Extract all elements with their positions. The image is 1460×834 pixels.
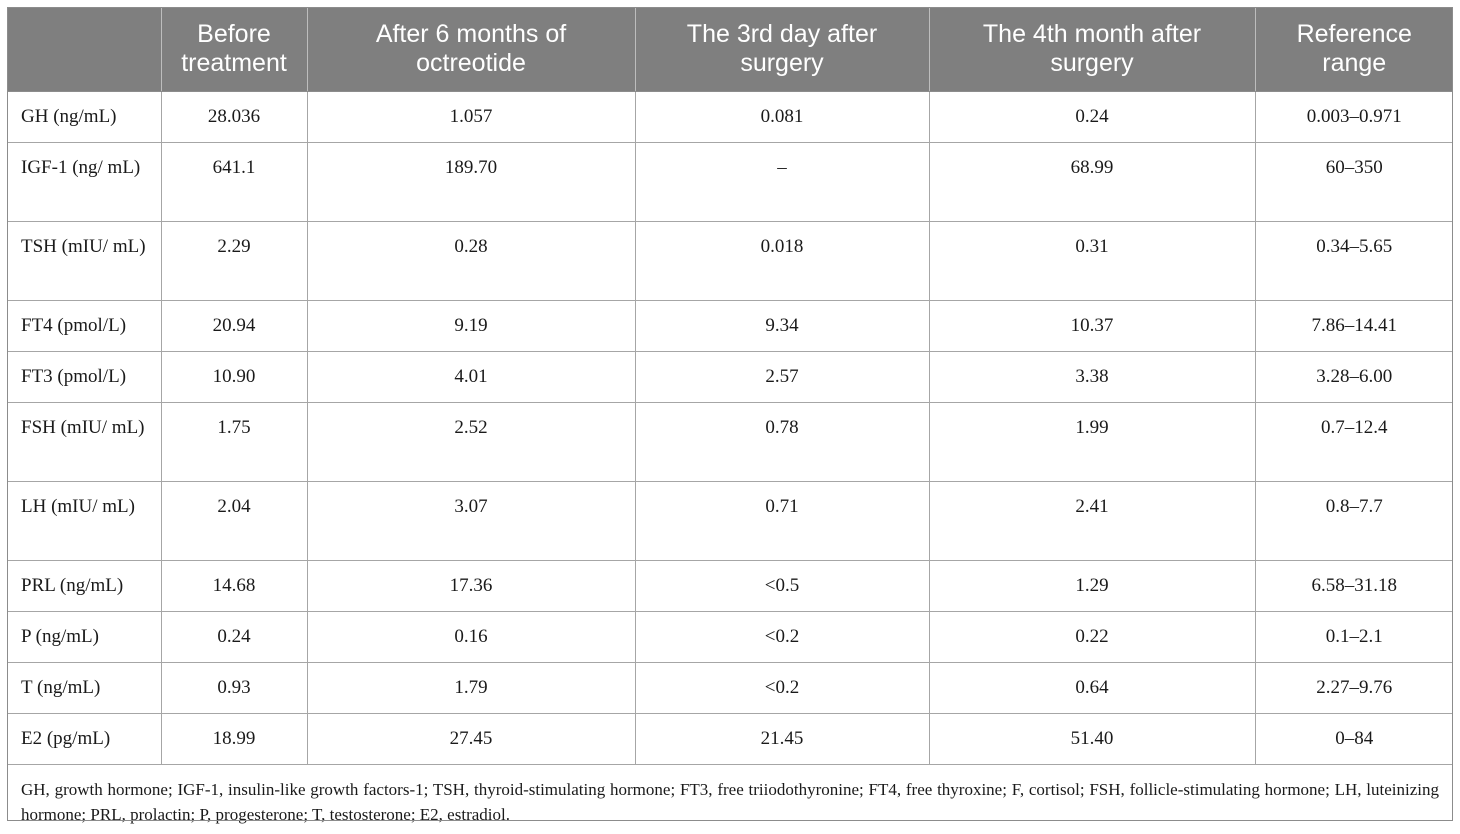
header-cell-3rd-day-after-surgery: The 3rd day after surgery bbox=[635, 7, 929, 92]
header-cell-reference-range: Reference range bbox=[1255, 7, 1453, 92]
table-cell: 1.057 bbox=[307, 92, 635, 143]
table-cell: 27.45 bbox=[307, 714, 635, 765]
table-row: FT3 (pmol/L) 10.90 4.01 2.57 3.38 3.28–6… bbox=[7, 352, 1453, 403]
table-cell: 0.24 bbox=[161, 612, 307, 663]
table-cell: 0.8–7.7 bbox=[1255, 482, 1453, 561]
table-cell: 189.70 bbox=[307, 143, 635, 222]
footnote-row: GH, growth hormone; IGF-1, insulin-like … bbox=[7, 765, 1453, 834]
table-cell: 51.40 bbox=[929, 714, 1255, 765]
row-label: E2 (pg/mL) bbox=[7, 714, 161, 765]
table-cell: 1.79 bbox=[307, 663, 635, 714]
row-label: P (ng/mL) bbox=[7, 612, 161, 663]
table-cell: 20.94 bbox=[161, 301, 307, 352]
table-cell: 0.24 bbox=[929, 92, 1255, 143]
header-row: Before treatment After 6 months of octre… bbox=[7, 7, 1453, 92]
table-cell: 9.19 bbox=[307, 301, 635, 352]
table-cell: – bbox=[635, 143, 929, 222]
table-cell: 0–84 bbox=[1255, 714, 1453, 765]
table-cell: 3.28–6.00 bbox=[1255, 352, 1453, 403]
table-cell: 10.37 bbox=[929, 301, 1255, 352]
table-cell: 0.34–5.65 bbox=[1255, 222, 1453, 301]
table-cell: 0.018 bbox=[635, 222, 929, 301]
table-row: FT4 (pmol/L) 20.94 9.19 9.34 10.37 7.86–… bbox=[7, 301, 1453, 352]
row-label: LH (mIU/ mL) bbox=[7, 482, 161, 561]
table-cell: 68.99 bbox=[929, 143, 1255, 222]
table-cell: 3.07 bbox=[307, 482, 635, 561]
header-cell-after-octreotide: After 6 months of octreotide bbox=[307, 7, 635, 92]
header-cell-corner bbox=[7, 7, 161, 92]
table-cell: 1.29 bbox=[929, 561, 1255, 612]
row-label: TSH (mIU/ mL) bbox=[7, 222, 161, 301]
table-cell: 2.57 bbox=[635, 352, 929, 403]
table-cell: 0.93 bbox=[161, 663, 307, 714]
row-label: FT4 (pmol/L) bbox=[7, 301, 161, 352]
table-cell: 0.31 bbox=[929, 222, 1255, 301]
table-cell: 0.7–12.4 bbox=[1255, 403, 1453, 482]
table-cell: 0.081 bbox=[635, 92, 929, 143]
table-cell: 2.41 bbox=[929, 482, 1255, 561]
table-cell: 0.78 bbox=[635, 403, 929, 482]
table-cell: 0.28 bbox=[307, 222, 635, 301]
table-cell: 2.29 bbox=[161, 222, 307, 301]
table-row: TSH (mIU/ mL) 2.29 0.28 0.018 0.31 0.34–… bbox=[7, 222, 1453, 301]
table-cell: 7.86–14.41 bbox=[1255, 301, 1453, 352]
table-cell: 17.36 bbox=[307, 561, 635, 612]
table-cell: 3.38 bbox=[929, 352, 1255, 403]
table-cell: 9.34 bbox=[635, 301, 929, 352]
table-cell: 60–350 bbox=[1255, 143, 1453, 222]
row-label: PRL (ng/mL) bbox=[7, 561, 161, 612]
header-cell-4th-month-after-surgery: The 4th month after surgery bbox=[929, 7, 1255, 92]
row-label: T (ng/mL) bbox=[7, 663, 161, 714]
table-cell: 14.68 bbox=[161, 561, 307, 612]
header-cell-before-treatment: Before treatment bbox=[161, 7, 307, 92]
table-cell: 6.58–31.18 bbox=[1255, 561, 1453, 612]
table-cell: 2.52 bbox=[307, 403, 635, 482]
table-body: GH (ng/mL) 28.036 1.057 0.081 0.24 0.003… bbox=[7, 92, 1453, 765]
table-cell: 0.16 bbox=[307, 612, 635, 663]
table-row: E2 (pg/mL) 18.99 27.45 21.45 51.40 0–84 bbox=[7, 714, 1453, 765]
row-label: FSH (mIU/ mL) bbox=[7, 403, 161, 482]
hormone-levels-table: Before treatment After 6 months of octre… bbox=[7, 7, 1453, 834]
table-cell: 2.04 bbox=[161, 482, 307, 561]
table-footer: GH, growth hormone; IGF-1, insulin-like … bbox=[7, 765, 1453, 834]
table-cell: 641.1 bbox=[161, 143, 307, 222]
table-cell: <0.2 bbox=[635, 663, 929, 714]
table-cell: 1.75 bbox=[161, 403, 307, 482]
table-row: PRL (ng/mL) 14.68 17.36 <0.5 1.29 6.58–3… bbox=[7, 561, 1453, 612]
table-cell: 2.27–9.76 bbox=[1255, 663, 1453, 714]
table-header: Before treatment After 6 months of octre… bbox=[7, 7, 1453, 92]
table-cell: 10.90 bbox=[161, 352, 307, 403]
row-label: GH (ng/mL) bbox=[7, 92, 161, 143]
table-cell: <0.5 bbox=[635, 561, 929, 612]
table-footnote: GH, growth hormone; IGF-1, insulin-like … bbox=[7, 765, 1453, 834]
table-row: T (ng/mL) 0.93 1.79 <0.2 0.64 2.27–9.76 bbox=[7, 663, 1453, 714]
table-cell: 28.036 bbox=[161, 92, 307, 143]
table-row: GH (ng/mL) 28.036 1.057 0.081 0.24 0.003… bbox=[7, 92, 1453, 143]
table-row: LH (mIU/ mL) 2.04 3.07 0.71 2.41 0.8–7.7 bbox=[7, 482, 1453, 561]
table-row: FSH (mIU/ mL) 1.75 2.52 0.78 1.99 0.7–12… bbox=[7, 403, 1453, 482]
hormone-table-container: Before treatment After 6 months of octre… bbox=[7, 7, 1453, 834]
row-label: IGF-1 (ng/ mL) bbox=[7, 143, 161, 222]
table-cell: 4.01 bbox=[307, 352, 635, 403]
table-row: P (ng/mL) 0.24 0.16 <0.2 0.22 0.1–2.1 bbox=[7, 612, 1453, 663]
table-cell: 21.45 bbox=[635, 714, 929, 765]
row-label: FT3 (pmol/L) bbox=[7, 352, 161, 403]
table-cell: 0.003–0.971 bbox=[1255, 92, 1453, 143]
table-row: IGF-1 (ng/ mL) 641.1 189.70 – 68.99 60–3… bbox=[7, 143, 1453, 222]
table-cell: 0.64 bbox=[929, 663, 1255, 714]
table-cell: 0.22 bbox=[929, 612, 1255, 663]
table-cell: 0.71 bbox=[635, 482, 929, 561]
table-cell: 1.99 bbox=[929, 403, 1255, 482]
table-cell: 0.1–2.1 bbox=[1255, 612, 1453, 663]
table-cell: <0.2 bbox=[635, 612, 929, 663]
table-cell: 18.99 bbox=[161, 714, 307, 765]
